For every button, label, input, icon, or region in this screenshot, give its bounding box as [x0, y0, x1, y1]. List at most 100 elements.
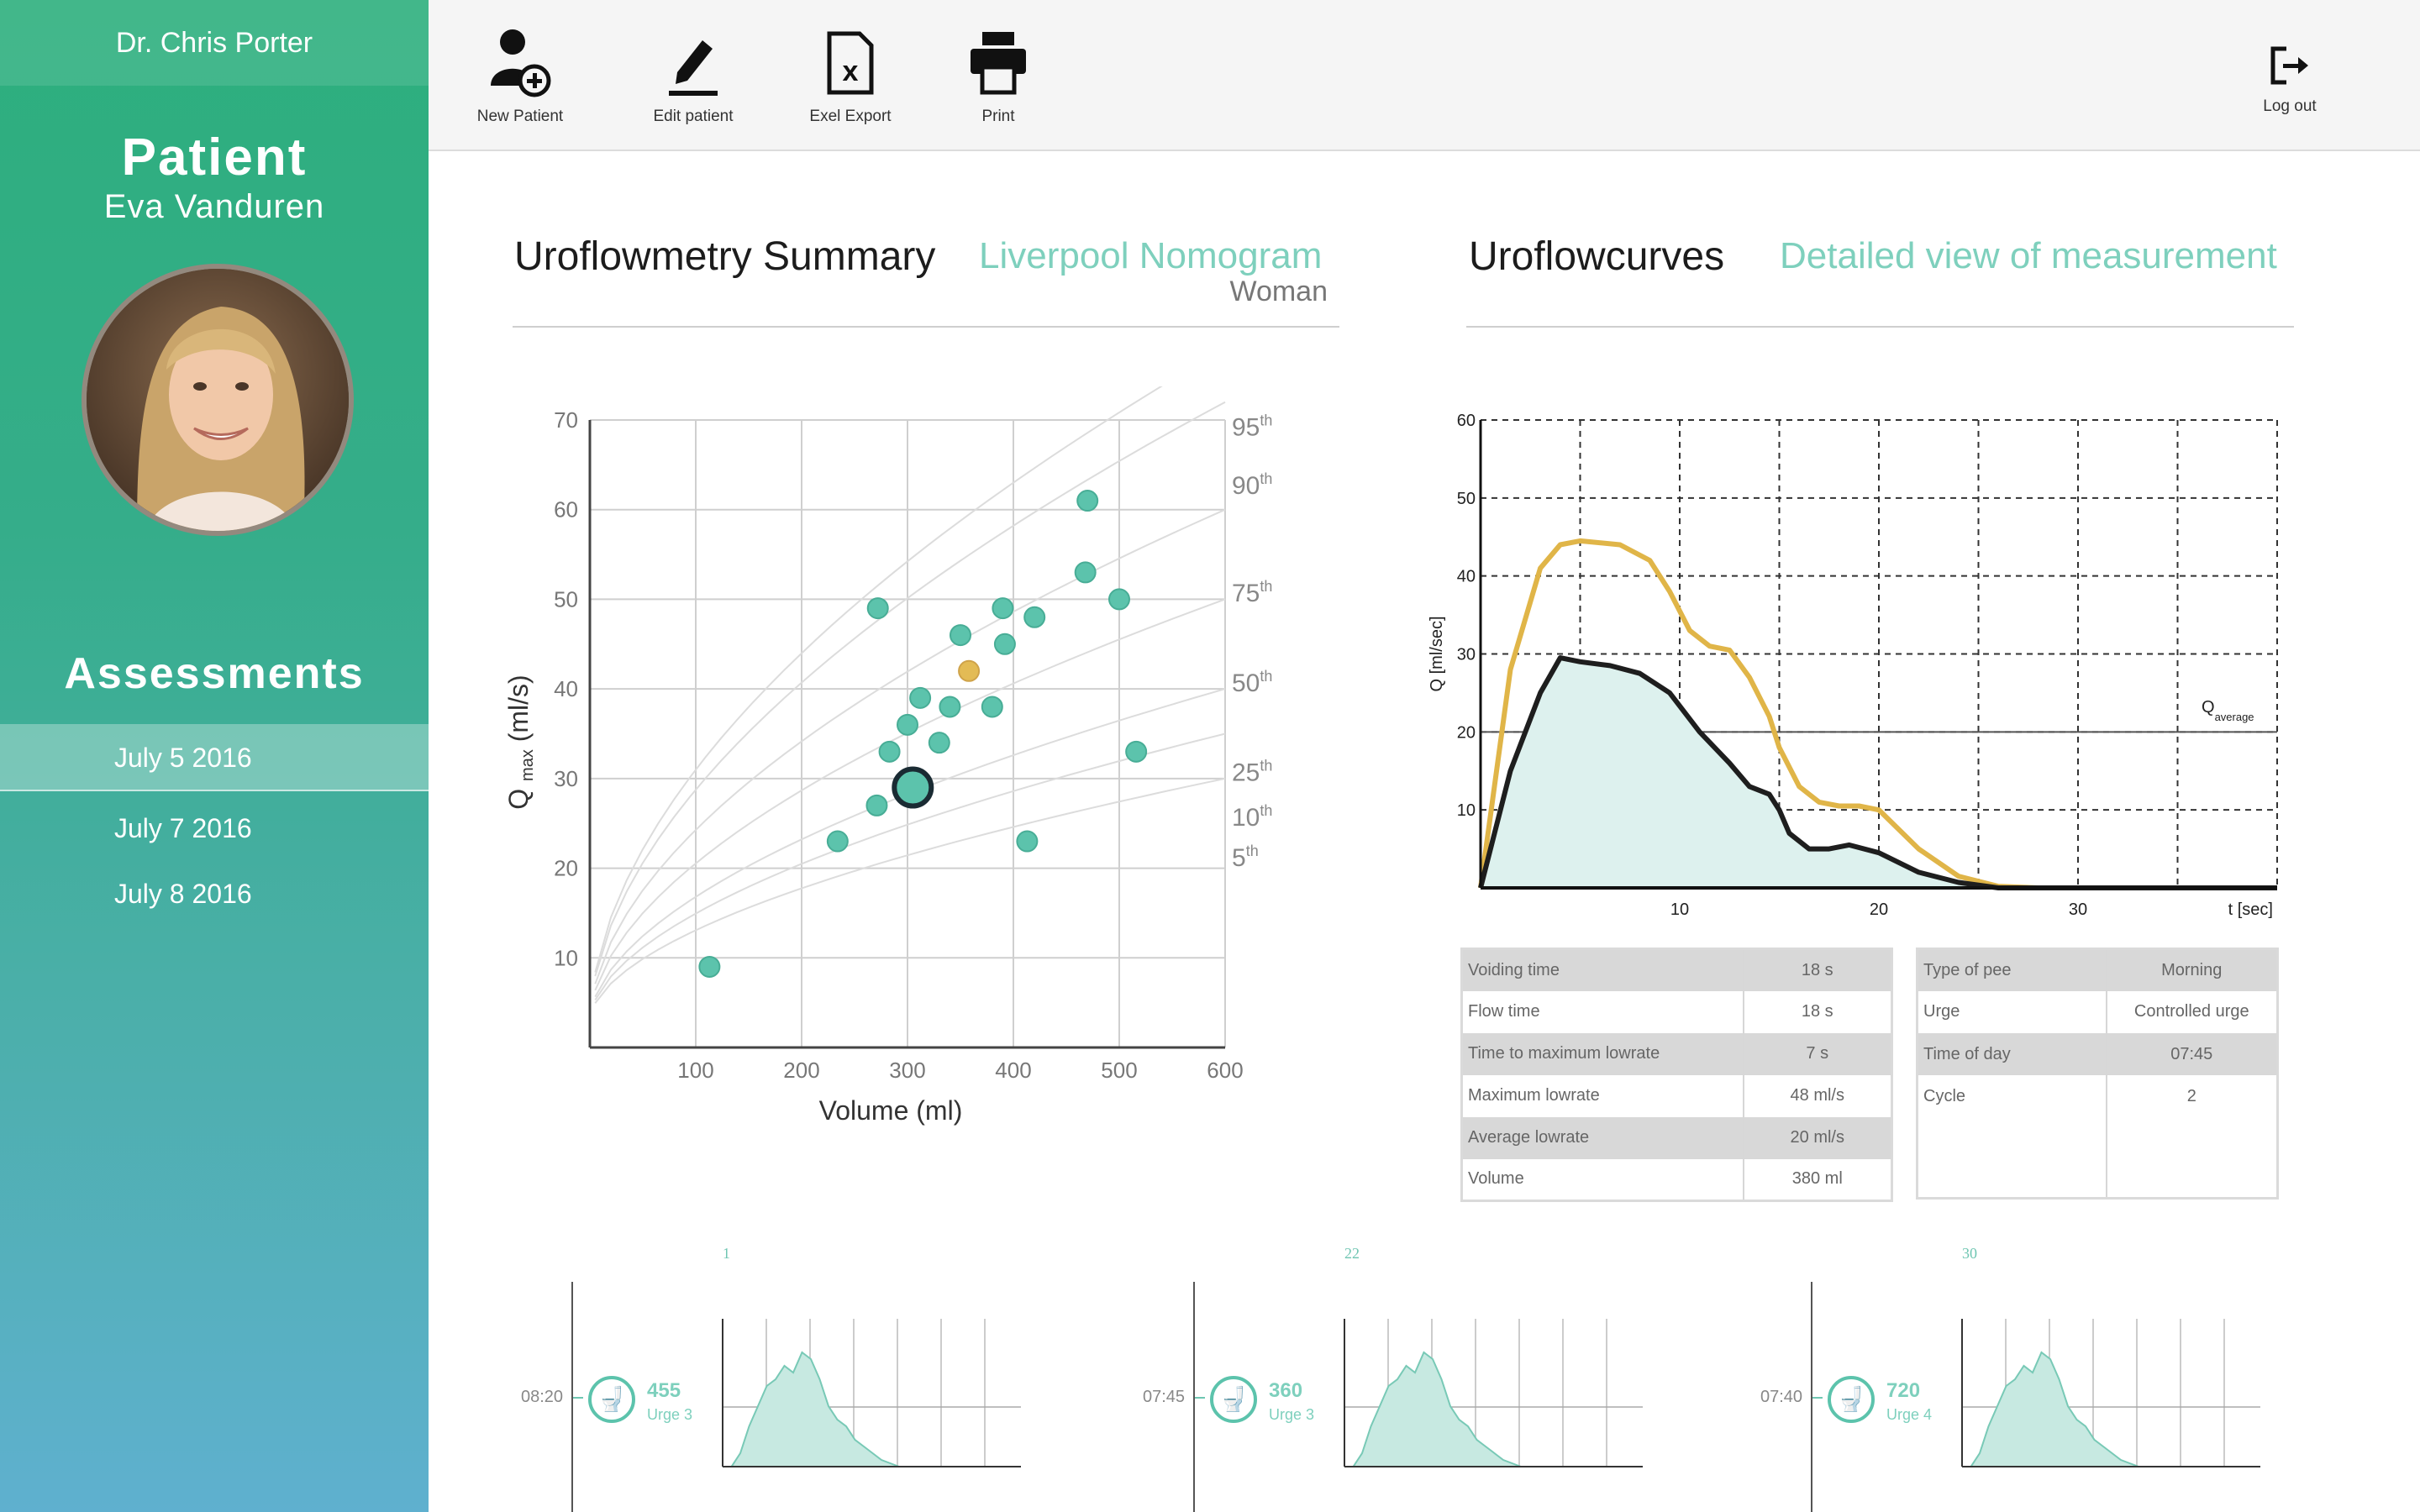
data-point [993, 633, 1016, 655]
flow-area [1481, 658, 2277, 888]
percentile-label: 50th [1232, 668, 1272, 697]
x-tick-label: 100 [677, 1058, 713, 1083]
thumbnail-volume: 360 [1269, 1379, 1303, 1402]
thumbnail-area [1962, 1351, 2139, 1467]
x-tick-label: 20 [1870, 900, 1888, 919]
flow-thumbnail[interactable]: 1 08:20 🚽 455 Urge 3 [521, 1235, 1109, 1512]
avatar [82, 264, 354, 536]
x-tick-label: 400 [995, 1058, 1031, 1083]
y-tick-label: 10 [1457, 801, 1476, 820]
thumbnail-axis [1193, 1282, 1195, 1512]
stats-empty-cell [1918, 1118, 2107, 1199]
percentile-suffix: th [1246, 843, 1259, 859]
thumbnail-tick [1812, 1397, 1823, 1399]
logout-button[interactable]: Log out [2244, 40, 2336, 116]
y-tick-label: 30 [1457, 646, 1476, 664]
data-point [1076, 490, 1099, 512]
thumbnail-day: 30 [1962, 1245, 1977, 1262]
stats-row: Maximum lowrate 48 ml/s [1462, 1074, 1892, 1117]
uroflow-curve-chart: 10 20 30 40 50 60 10 20 30 t [sec] Q [ml/sec] Qaver… [1428, 412, 2278, 919]
data-point [909, 686, 932, 709]
data-point [865, 794, 888, 816]
x-tick-label: 10 [1670, 900, 1689, 919]
stats-label: Urge [1923, 1002, 1960, 1021]
assessment-item-july-8[interactable]: July 8 2016 [0, 860, 429, 927]
gender-label: Woman [1229, 276, 1328, 307]
selected-point [892, 766, 934, 809]
excel-file-icon: x [827, 31, 874, 95]
assessment-label: July 8 2016 [114, 879, 252, 909]
y-tick-label: 10 [554, 945, 578, 970]
pee-info-table: Type of pee Morning Urge Controlled urge Tim… [1916, 948, 2279, 1200]
doctor-name[interactable]: Dr. Chris Porter [0, 0, 429, 86]
stats-label: Time to maximum lowrate [1461, 1032, 1744, 1075]
thumbnail-urge: Urge 3 [647, 1406, 693, 1423]
toilet-icon: 🚽 [588, 1376, 635, 1423]
excel-export-button[interactable]: x Exel Export [771, 25, 930, 126]
data-point [992, 597, 1014, 620]
flow-thumbnail[interactable]: 30 07:40 🚽 720 Urge 4 [1760, 1235, 2349, 1512]
curves-title: Uroflowcurves [1469, 234, 1725, 279]
percentile-curve [594, 777, 1226, 1004]
stats-label: Cycle [1923, 1087, 1966, 1106]
percentile-suffix: th [1260, 578, 1272, 595]
logout-icon [2270, 46, 2308, 85]
stats-row: Urge Controlled urge [1918, 990, 2278, 1034]
percentile-suffix: th [1260, 412, 1272, 429]
stats-row: Average lowrate 20 ml/s [1461, 1116, 1892, 1159]
y-tick-label: 70 [554, 407, 578, 433]
flow-thumbnail[interactable]: 22 07:45 🚽 360 Urge 3 [1143, 1235, 1731, 1512]
stats-label: Average lowrate [1461, 1116, 1744, 1159]
assessment-item-july-7[interactable]: July 7 2016 [0, 795, 429, 862]
patient-name: Eva Vanduren [103, 188, 325, 225]
stats-label: Flow time [1468, 1002, 1540, 1021]
print-label: Print [981, 108, 1015, 125]
assessment-item-july-5[interactable]: July 5 2016 [0, 724, 429, 791]
data-point [1023, 606, 1046, 628]
data-point [1016, 830, 1039, 853]
percentile-label: 75th [1232, 578, 1272, 607]
add-user-icon [491, 29, 551, 97]
new-patient-button[interactable]: New Patient [440, 25, 600, 126]
percentile-curve [594, 508, 1226, 984]
toilet-icon: 🚽 [1828, 1376, 1875, 1423]
percentile-curve [594, 732, 1226, 1000]
stats-label: Time of day [1917, 1033, 2107, 1076]
thumbnail-area [1344, 1351, 1522, 1467]
new-patient-label: New Patient [476, 108, 564, 125]
thumbnail-curve [1344, 1319, 1643, 1467]
data-point [866, 597, 889, 620]
stats-row: Time to maximum lowrate 7 s [1461, 1032, 1892, 1075]
y-tick-label: 50 [1457, 490, 1476, 508]
detail-view-link[interactable]: Detailed view of measurement [1780, 235, 2277, 276]
y-axis-label: Q max (ml/s) [503, 675, 537, 809]
stats-row: Volume 380 ml [1462, 1158, 1892, 1201]
average-label-sub: average [2215, 711, 2254, 723]
y-tick-label: 50 [554, 586, 578, 612]
stats-label: Maximum lowrate [1468, 1086, 1600, 1105]
average-label: Qaverage [2202, 698, 2254, 723]
y-tick-label: 20 [554, 856, 578, 881]
edit-patient-button[interactable]: Edit patient [613, 25, 773, 126]
stats-value: Controlled urge [2105, 990, 2278, 1034]
data-point [950, 624, 971, 647]
print-button[interactable]: Print [918, 25, 1078, 126]
percentile-suffix: th [1260, 802, 1272, 819]
percentile-label: 5th [1232, 843, 1259, 872]
stats-row: Flow time 18 s [1462, 990, 1892, 1033]
assessments-heading: Assessments [64, 649, 365, 698]
flow-curve [1478, 538, 2277, 890]
thumbnail-axis [1811, 1282, 1812, 1512]
thumbnail-curve [722, 1319, 1021, 1467]
pencil-icon [669, 40, 718, 96]
data-point [1108, 588, 1130, 611]
percentile-suffix: th [1260, 668, 1272, 685]
thumbnail-volume: 455 [647, 1379, 681, 1402]
data-point [939, 696, 961, 718]
stats-row-empty [1918, 1117, 2278, 1199]
assessment-label: July 7 2016 [114, 813, 252, 843]
curves-divider [1466, 326, 2294, 328]
y-tick-label: 30 [554, 766, 578, 791]
thumbnail-axis [571, 1282, 573, 1512]
data-point [1125, 740, 1148, 763]
